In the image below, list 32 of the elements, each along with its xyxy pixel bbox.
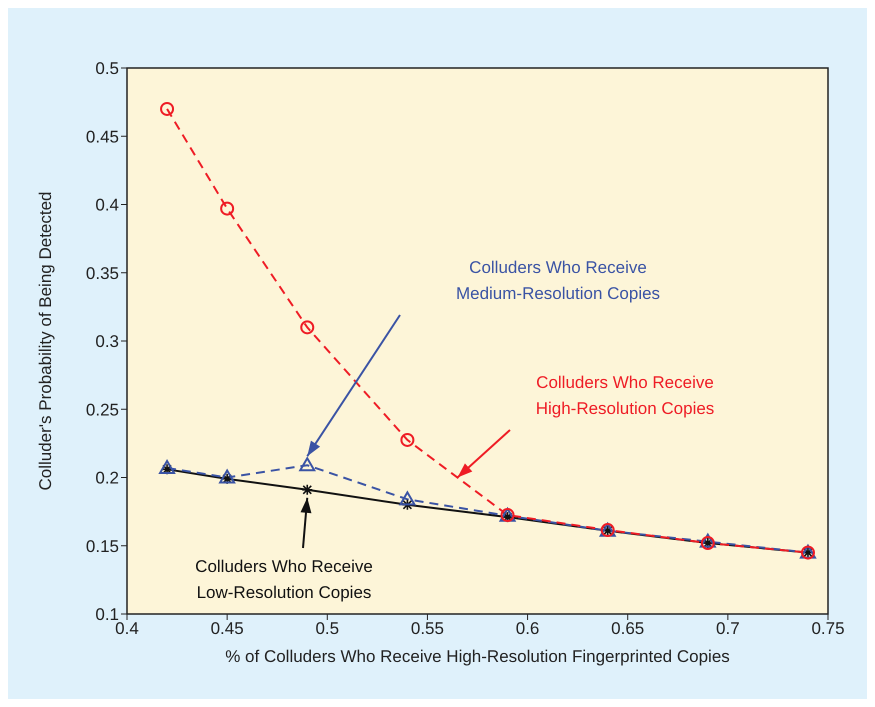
y-tick-label: 0.35 (86, 264, 119, 283)
x-tick-label: 0.5 (315, 619, 340, 638)
x-axis-title: % of Colluders Who Receive High-Resolution Fingerprinted Copies (225, 647, 730, 666)
point (399, 491, 416, 506)
text: Colluders Who Receive Low-Resolution Copies (195, 557, 373, 602)
text: Colluders Who Receive High-Resolution Copies (536, 373, 714, 418)
point (159, 460, 176, 474)
x-tick-label: 0.4 (115, 619, 139, 638)
y-tick-label: 0.2 (95, 468, 119, 488)
x-tick-label: 0.75 (811, 619, 845, 638)
point (220, 202, 234, 216)
point (402, 499, 414, 511)
x-tick-label: 0.65 (611, 619, 644, 638)
y-tick-label: 0.5 (95, 59, 119, 78)
point (700, 534, 716, 548)
point (400, 432, 414, 447)
y-axis-title: Colluder's Probability of Being Detected (36, 191, 56, 491)
y-tick-label: 0.45 (86, 127, 119, 146)
y-tick-label: 0.4 (95, 196, 119, 215)
text: Colluders Who Receive Medium-Resolution Copies (456, 258, 660, 303)
y-tick-label: 0.15 (86, 536, 119, 556)
point (299, 457, 316, 472)
point (219, 470, 236, 484)
point (160, 102, 174, 116)
point (300, 320, 314, 334)
x-tick-label: 0.55 (410, 619, 444, 638)
x-tick-label: 0.6 (516, 619, 540, 638)
y-tick-label: 0.3 (95, 332, 119, 352)
point (301, 484, 314, 496)
x-tick-label: 0.45 (210, 619, 244, 638)
x-tick-label: 0.7 (716, 619, 740, 638)
y-tick-label: 0.25 (86, 400, 119, 420)
